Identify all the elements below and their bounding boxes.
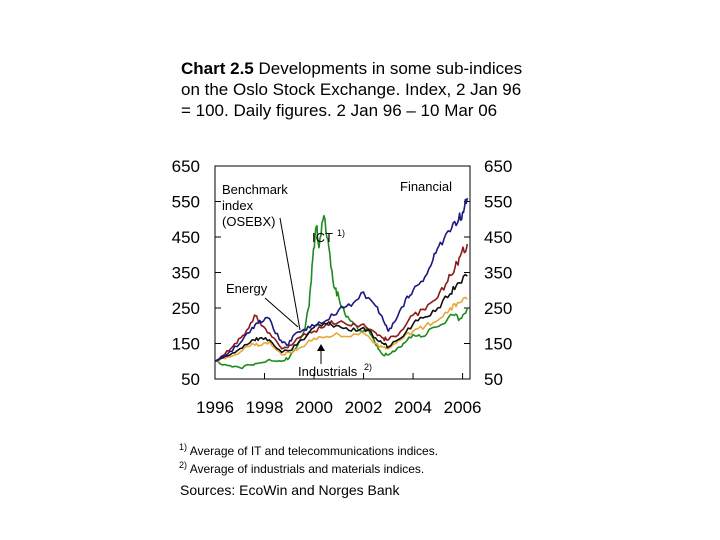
x-tick-label-2000: 2000	[295, 398, 333, 417]
y-tick-label-left-450: 450	[172, 228, 200, 247]
annotation-benchmark-line1: Benchmark	[222, 182, 288, 197]
footnote-1-marker: 1)	[179, 442, 188, 452]
annotations: Benchmark index (OSEBX) Financial ICT 1)…	[222, 179, 452, 379]
series-lines	[214, 197, 469, 370]
annotation-ict-sup: 1)	[337, 228, 345, 238]
industrials-pointer-arrowhead	[317, 344, 325, 351]
annotation-industrials-sup: 2)	[364, 362, 372, 372]
benchmark-pointer-line	[279, 217, 301, 331]
y-tick-label-right-250: 250	[484, 299, 512, 318]
series-line-energy	[214, 243, 469, 363]
series-line-benchmark	[214, 273, 468, 362]
chart-title-text: Developments in some sub-indices on the …	[181, 59, 523, 120]
footnote-2-text: Average of industrials and materials ind…	[187, 462, 425, 476]
y-tick-label-right-450: 450	[484, 228, 512, 247]
footnote-2: 2) Average of industrials and materials …	[179, 458, 424, 476]
y-tick-label-left-250: 250	[172, 299, 200, 318]
y-tick-label-left-150: 150	[172, 335, 200, 354]
x-tick-label-2006: 2006	[444, 398, 482, 417]
y-tick-label-left-650: 650	[172, 157, 200, 176]
y-tick-label-right-50: 50	[484, 370, 503, 389]
y-tick-label-left-50: 50	[181, 370, 200, 389]
footnote-1: 1) Average of IT and telecommunications …	[179, 440, 438, 458]
y-axis-right: 50 150 250 350 450 550 650	[464, 157, 512, 389]
annotation-energy: Energy	[226, 281, 268, 296]
series-line-industrials	[214, 296, 468, 363]
y-tick-label-right-650: 650	[484, 157, 512, 176]
y-tick-label-left-350: 350	[172, 264, 200, 283]
chart-number: Chart 2.5	[181, 59, 254, 78]
x-tick-label-2004: 2004	[394, 398, 432, 417]
sources-note: Sources: EcoWin and Norges Bank	[180, 482, 400, 498]
series-line-financial	[214, 197, 469, 363]
annotation-financial: Financial	[400, 179, 452, 194]
footnote-1-text: Average of IT and telecommunications ind…	[187, 444, 439, 458]
y-tick-label-right-550: 550	[484, 193, 512, 212]
y-tick-label-right-350: 350	[484, 264, 512, 283]
chart-title: Chart 2.5 Developments in some sub-indic…	[181, 58, 531, 121]
y-tick-label-left-550: 550	[172, 193, 200, 212]
footnote-2-marker: 2)	[179, 460, 188, 470]
x-tick-label-2002: 2002	[345, 398, 383, 417]
energy-pointer-line	[264, 297, 299, 328]
y-axis-left: 50 150 250 350 450 550 650	[172, 157, 221, 389]
x-axis: 1996 1998 2000 2002 2004 2006	[196, 373, 481, 417]
annotation-benchmark-line2: index	[222, 198, 254, 213]
series-line-ict	[214, 214, 469, 370]
x-tick-label-1998: 1998	[246, 398, 284, 417]
annotation-ict: ICT	[312, 230, 333, 245]
x-tick-label-1996: 1996	[196, 398, 234, 417]
y-tick-label-right-150: 150	[484, 335, 512, 354]
annotation-industrials: Industrials	[298, 364, 358, 379]
plot-frame	[214, 165, 471, 380]
annotation-benchmark-line3: (OSEBX)	[222, 214, 275, 229]
